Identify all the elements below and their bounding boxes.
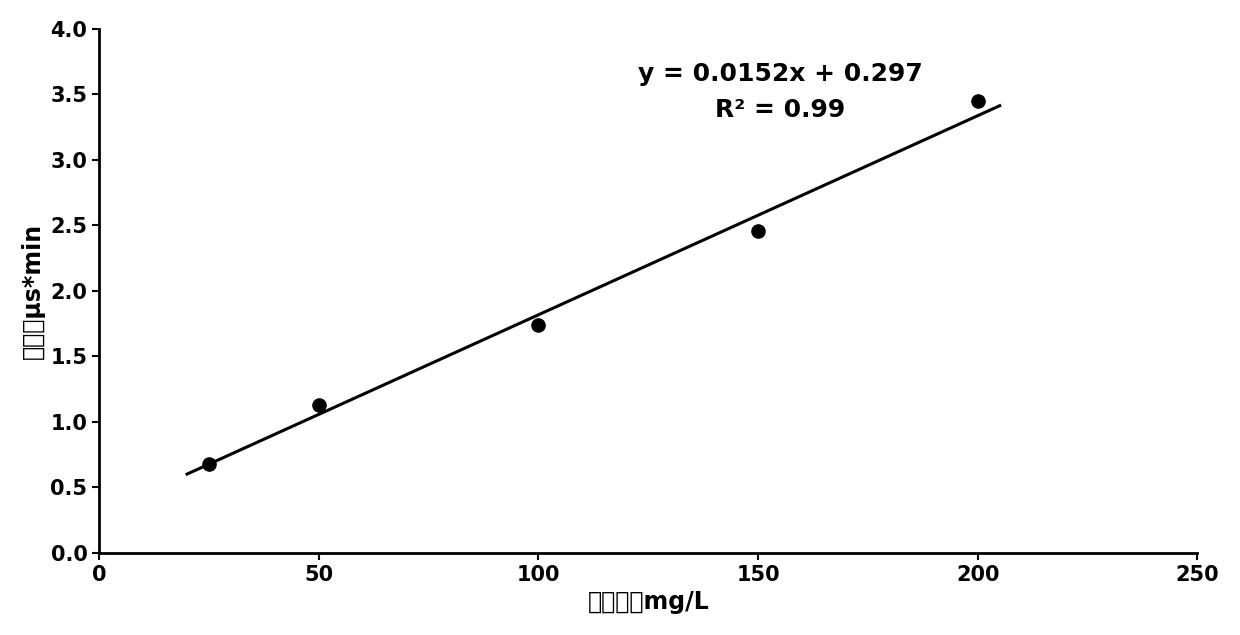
X-axis label: 葡萄糖酸mg/L: 葡萄糖酸mg/L bbox=[588, 590, 709, 614]
Point bbox=[309, 399, 329, 410]
Y-axis label: 峰面积μs*min: 峰面积μs*min bbox=[21, 223, 45, 359]
Point bbox=[200, 458, 219, 469]
Text: R² = 0.99: R² = 0.99 bbox=[715, 98, 846, 123]
Point bbox=[748, 225, 768, 236]
Point bbox=[528, 320, 548, 330]
Point bbox=[967, 96, 987, 106]
Text: y = 0.0152x + 0.297: y = 0.0152x + 0.297 bbox=[637, 62, 923, 86]
